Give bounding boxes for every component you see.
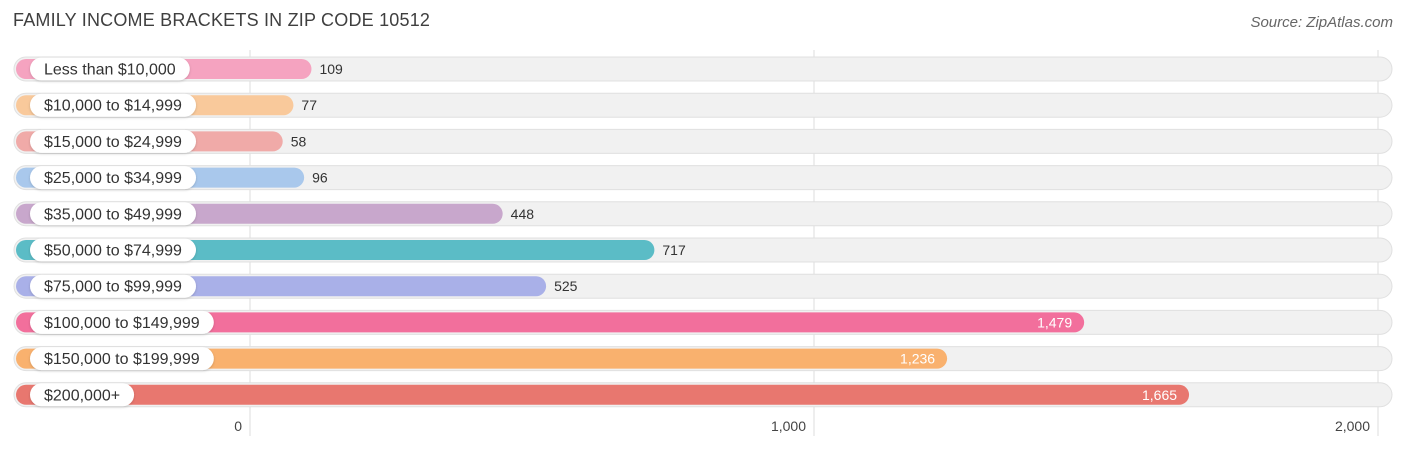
category-label: $100,000 to $149,999 — [44, 315, 200, 332]
category-label: $10,000 to $14,999 — [44, 98, 182, 115]
value-label: 109 — [319, 61, 343, 77]
value-label: 525 — [554, 278, 578, 294]
value-label: 58 — [291, 133, 307, 149]
category-label-pill — [30, 347, 214, 371]
category-label-pill — [30, 57, 190, 81]
value-label: 717 — [662, 242, 686, 258]
category-label: $25,000 to $34,999 — [44, 170, 182, 187]
bar-track — [13, 56, 1393, 82]
bar-row: $35,000 to $49,999 448 — [13, 201, 1393, 227]
bar — [16, 348, 948, 369]
bar-row: $25,000 to $34,999 96 — [13, 165, 1393, 191]
category-label: $35,000 to $49,999 — [44, 206, 182, 223]
bar-row: $50,000 to $74,999 717 — [13, 237, 1393, 263]
category-label-pill — [30, 274, 197, 298]
chart-title: FAMILY INCOME BRACKETS IN ZIP CODE 10512 — [13, 10, 431, 30]
value-label: 1,479 — [1037, 314, 1072, 330]
category-label-pill — [30, 383, 135, 407]
category-label-pill — [30, 310, 214, 334]
value-label: 1,236 — [900, 351, 935, 367]
bar-row: $75,000 to $99,999 525 — [13, 273, 1393, 299]
category-label-pill — [30, 202, 197, 226]
bar — [16, 312, 1085, 333]
category-label: $200,000+ — [44, 387, 120, 404]
bar — [16, 384, 1190, 405]
category-label-pill — [30, 238, 197, 262]
category-label-pill — [30, 129, 197, 153]
bar-track — [13, 128, 1393, 154]
value-label: 1,665 — [1142, 387, 1177, 403]
bar-track — [13, 92, 1393, 118]
bar-row: $10,000 to $14,999 77 — [13, 92, 1393, 118]
category-label: $150,000 to $199,999 — [44, 351, 200, 368]
x-tick-label: 2,000 — [1335, 418, 1370, 434]
x-axis: 0 1,000 2,000 — [234, 418, 1370, 434]
value-label: 96 — [312, 170, 328, 186]
value-label: 77 — [301, 97, 317, 113]
bar-row: $150,000 to $199,999 1,236 — [13, 346, 1393, 372]
bar-row: $100,000 to $149,999 1,479 — [13, 309, 1393, 335]
value-label: 448 — [511, 206, 535, 222]
chart-source: Source: ZipAtlas.com — [1250, 14, 1393, 31]
category-label-pill — [30, 93, 197, 117]
category-label: $75,000 to $99,999 — [44, 279, 182, 296]
category-label-pill — [30, 166, 197, 190]
bar-row: $200,000+ 1,665 — [13, 382, 1393, 408]
category-label: $50,000 to $74,999 — [44, 243, 182, 260]
bar-row: $15,000 to $24,999 58 — [13, 128, 1393, 154]
bar-track — [13, 165, 1393, 191]
x-tick-label: 0 — [234, 418, 242, 434]
category-label: $15,000 to $24,999 — [44, 134, 182, 151]
category-label: Less than $10,000 — [44, 62, 176, 79]
bar-row: Less than $10,000 109 — [13, 56, 1393, 82]
x-tick-label: 1,000 — [771, 418, 806, 434]
